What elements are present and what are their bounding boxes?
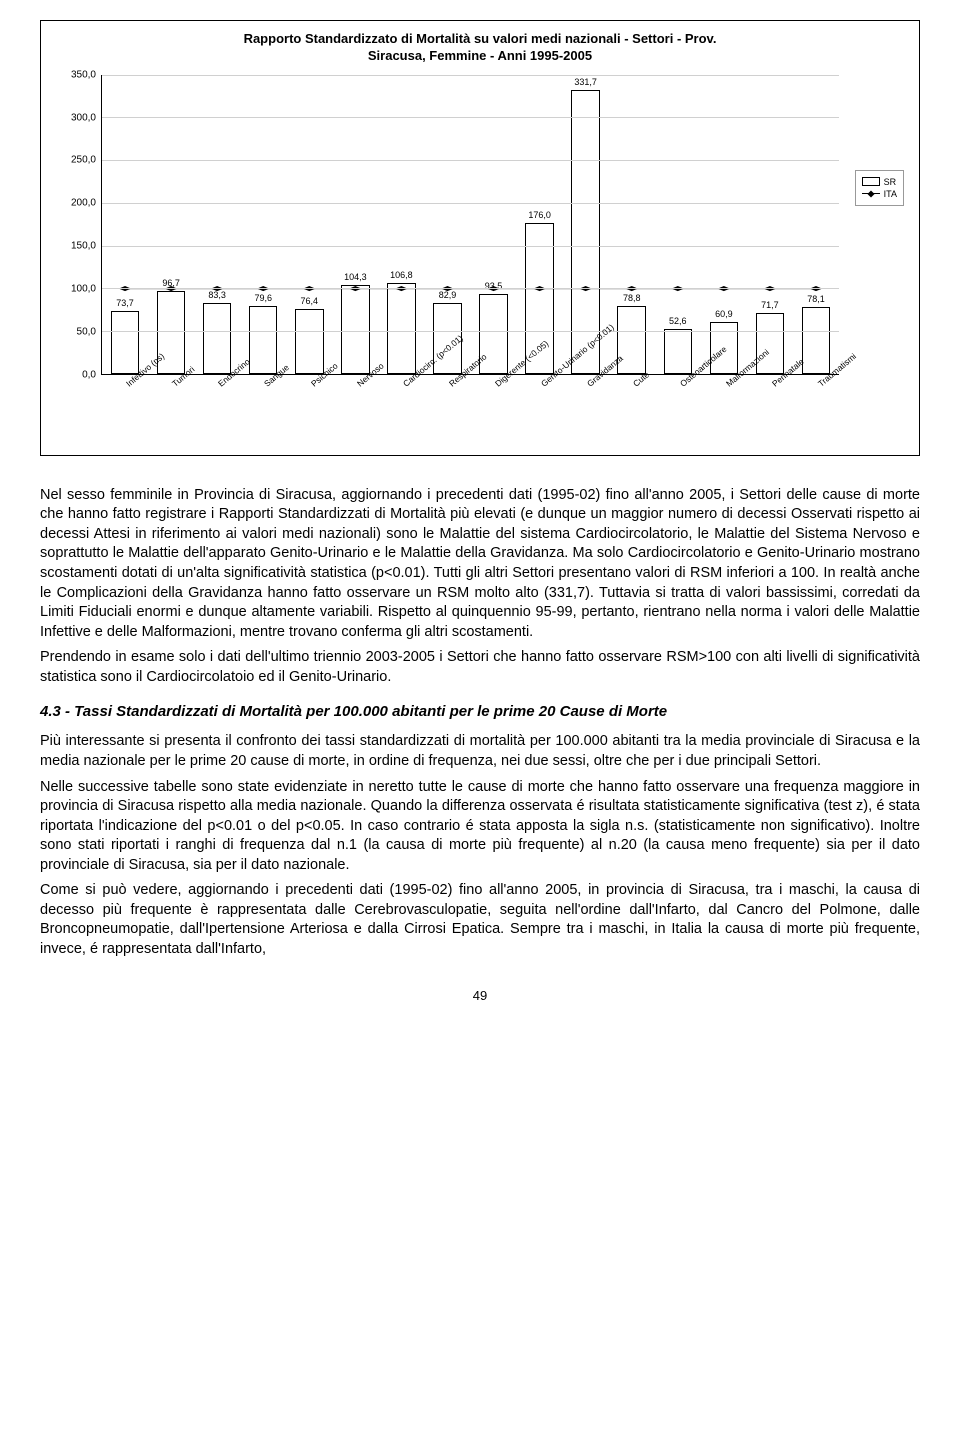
legend-sr-label: SR — [884, 177, 897, 187]
y-tick-label: 350,0 — [71, 69, 96, 80]
chart-plot: 73,7 96,7 83,3 79,6 76,4 104,3 106,8 82,9 93,5 17… — [101, 75, 839, 375]
x-axis-labels: Infettivo (ns)TumoriEndocrinoSanguePsich… — [101, 375, 839, 435]
y-tick-label: 300,0 — [71, 112, 96, 123]
bar-value-label: 96,7 — [162, 278, 180, 288]
bar-slot: 76,4 — [286, 75, 332, 374]
bar-value-label: 93,5 — [485, 281, 503, 291]
paragraph-4: Nelle successive tabelle sono state evid… — [40, 778, 920, 876]
bar-value-label: 79,6 — [254, 293, 272, 303]
bar — [203, 303, 232, 374]
page-number: 49 — [40, 988, 920, 1003]
y-tick-label: 200,0 — [71, 198, 96, 209]
bar — [111, 311, 140, 374]
bar-value-label: 78,8 — [623, 293, 641, 303]
paragraph-2: Prendendo in esame solo i dati dell'ulti… — [40, 648, 920, 687]
bar-value-label: 78,1 — [807, 294, 825, 304]
chart-area: 0,050,0100,0150,0200,0250,0300,0350,0 73… — [101, 75, 839, 435]
chart-legend: SR ITA — [855, 170, 904, 206]
y-tick-label: 50,0 — [77, 326, 96, 337]
legend-ita-label: ITA — [884, 189, 897, 199]
bar — [756, 313, 785, 374]
bar — [341, 285, 370, 374]
bar-slot: 176,0 — [517, 75, 563, 374]
bar-slot: 73,7 — [102, 75, 148, 374]
chart-title: Rapporto Standardizzato di Mortalità su … — [51, 31, 909, 65]
chart-title-line2: Siracusa, Femmine - Anni 1995-2005 — [368, 48, 592, 63]
y-tick-label: 250,0 — [71, 155, 96, 166]
bar-slot: 60,9 — [701, 75, 747, 374]
bar-value-label: 83,3 — [208, 290, 226, 300]
bar-slot: 106,8 — [378, 75, 424, 374]
section-heading: 4.3 - Tassi Standardizzati di Mortalità … — [40, 703, 920, 720]
bar — [617, 306, 646, 373]
bar-slot: 71,7 — [747, 75, 793, 374]
y-axis-labels: 0,050,0100,0150,0200,0250,0300,0350,0 — [56, 75, 96, 375]
chart-container: Rapporto Standardizzato di Mortalità su … — [40, 20, 920, 456]
chart-title-line1: Rapporto Standardizzato di Mortalità su … — [244, 31, 717, 46]
paragraph-3: Più interessante si presenta il confront… — [40, 732, 920, 771]
bar-slot: 52,6 — [655, 75, 701, 374]
bar-slot: 83,3 — [194, 75, 240, 374]
legend-ita-swatch — [862, 193, 880, 194]
bar-value-label: 104,3 — [344, 272, 367, 282]
bar-slot: 78,1 — [793, 75, 839, 374]
paragraph-1: Nel sesso femminile in Provincia di Sira… — [40, 486, 920, 643]
bar-slot: 104,3 — [332, 75, 378, 374]
bar — [664, 329, 693, 374]
bar — [295, 309, 324, 374]
paragraph-5: Come si può vedere, aggiornando i preced… — [40, 881, 920, 959]
legend-ita: ITA — [862, 189, 897, 199]
chart-bars: 73,7 96,7 83,3 79,6 76,4 104,3 106,8 82,9 93,5 17… — [102, 75, 839, 374]
bar-value-label: 60,9 — [715, 309, 733, 319]
bar-slot: 93,5 — [471, 75, 517, 374]
y-tick-label: 150,0 — [71, 241, 96, 252]
bar — [249, 306, 278, 374]
y-tick-label: 0,0 — [82, 369, 96, 380]
bar-value-label: 82,9 — [439, 290, 457, 300]
bar-value-label: 52,6 — [669, 316, 687, 326]
bar-value-label: 106,8 — [390, 270, 413, 280]
body-text: Nel sesso femminile in Provincia di Sira… — [40, 486, 920, 960]
bar-slot: 79,6 — [240, 75, 286, 374]
legend-sr: SR — [862, 177, 897, 187]
bar-value-label: 71,7 — [761, 300, 779, 310]
bar-slot: 96,7 — [148, 75, 194, 374]
legend-sr-swatch — [862, 177, 880, 186]
bar-value-label: 331,7 — [574, 77, 597, 87]
bar-value-label: 176,0 — [528, 210, 551, 220]
bar — [387, 283, 416, 374]
bar-value-label: 73,7 — [116, 298, 134, 308]
y-tick-label: 100,0 — [71, 284, 96, 295]
bar-value-label: 76,4 — [301, 296, 319, 306]
bar-slot: 82,9 — [424, 75, 470, 374]
